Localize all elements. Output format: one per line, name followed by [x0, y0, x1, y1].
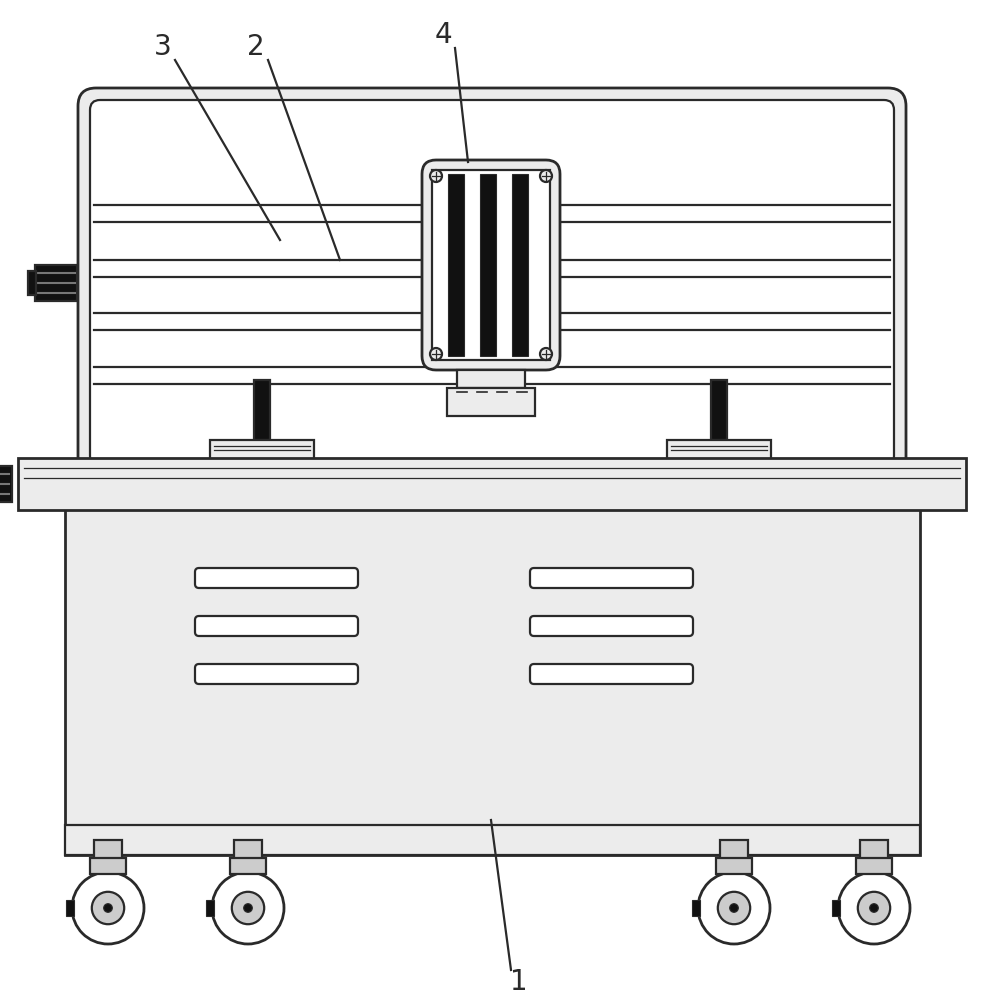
FancyBboxPatch shape — [90, 100, 894, 466]
Bar — [94, 840, 122, 860]
Circle shape — [698, 872, 770, 944]
FancyBboxPatch shape — [530, 616, 693, 636]
Bar — [711, 380, 727, 440]
Bar — [691, 462, 747, 476]
Text: 2: 2 — [247, 33, 265, 61]
Bar — [480, 174, 496, 356]
Bar — [457, 370, 525, 388]
Circle shape — [92, 892, 125, 924]
Bar — [35, 265, 77, 301]
Bar — [692, 900, 700, 916]
Circle shape — [430, 348, 442, 360]
Bar — [856, 858, 892, 874]
Bar — [448, 174, 464, 356]
Text: 1: 1 — [510, 968, 528, 996]
Bar — [65, 825, 920, 855]
FancyBboxPatch shape — [195, 568, 358, 588]
Bar — [832, 900, 840, 916]
Circle shape — [718, 892, 750, 924]
Bar — [432, 170, 550, 360]
Bar — [244, 476, 280, 486]
FancyBboxPatch shape — [530, 568, 693, 588]
Circle shape — [540, 348, 552, 360]
Bar — [0, 466, 12, 502]
Text: 3: 3 — [154, 33, 172, 61]
Circle shape — [870, 904, 878, 912]
Circle shape — [540, 170, 552, 182]
Bar — [234, 840, 262, 860]
FancyBboxPatch shape — [530, 664, 693, 684]
Circle shape — [243, 904, 252, 912]
Bar — [234, 462, 290, 476]
Circle shape — [838, 872, 910, 944]
FancyBboxPatch shape — [78, 88, 906, 478]
Text: 4: 4 — [435, 21, 452, 49]
Bar — [66, 900, 74, 916]
Bar — [860, 840, 888, 860]
Bar — [18, 458, 966, 510]
Bar — [254, 380, 270, 440]
FancyBboxPatch shape — [195, 616, 358, 636]
Bar — [90, 858, 126, 874]
Bar — [447, 388, 535, 416]
Circle shape — [72, 872, 144, 944]
Bar — [667, 440, 771, 462]
Circle shape — [212, 872, 284, 944]
Bar — [206, 900, 214, 916]
Bar — [28, 271, 36, 295]
Bar — [512, 174, 528, 356]
Bar — [720, 840, 748, 860]
Bar — [210, 440, 314, 462]
Circle shape — [232, 892, 264, 924]
FancyBboxPatch shape — [195, 664, 358, 684]
Bar — [230, 858, 266, 874]
Circle shape — [857, 892, 890, 924]
Circle shape — [430, 170, 442, 182]
Bar — [701, 476, 737, 486]
Bar — [716, 858, 752, 874]
Circle shape — [730, 904, 739, 912]
Circle shape — [104, 904, 112, 912]
FancyBboxPatch shape — [422, 160, 560, 370]
Bar — [65, 505, 920, 855]
